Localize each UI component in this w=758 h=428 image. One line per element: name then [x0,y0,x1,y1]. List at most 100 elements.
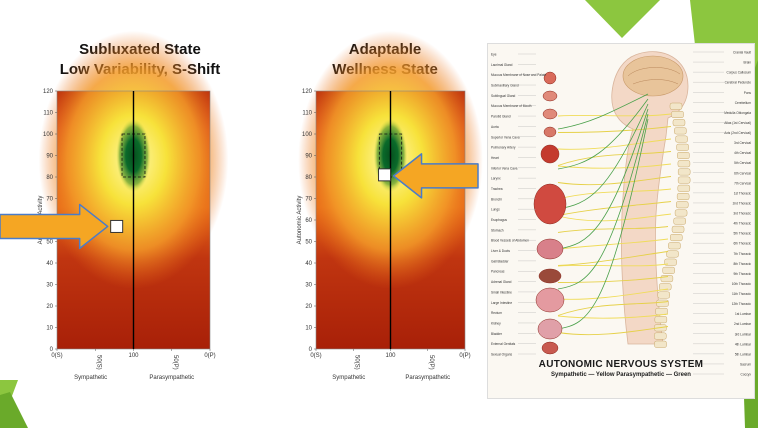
chart-1-xtick-label: 0(P) [204,353,215,359]
poster-right-label: 2nd Lumbar [734,322,752,326]
poster-right-label: 1st Lumbar [735,312,752,316]
poster-right-label: Sacrum [740,362,751,366]
chart-1-ytick-label: 0 [50,347,54,353]
vertebra-icon [658,283,672,291]
poster-illustration: Eye Lacrimal Gland Mucous Membrane of Nose… [491,51,752,377]
chart-2-ytick-label: 10 [305,326,312,332]
parasympathetic-nerve-line [557,103,649,210]
chart-2-xtick-label: 50(P) [428,355,434,370]
brain-folds [627,67,681,85]
chart-2-ylabel: Autonomic Activity [297,196,303,245]
chart-2-ytick-label: 0 [309,347,313,353]
poster-left-label: Sublingual Gland [491,94,516,98]
poster-right-label: 6th Thoracic [734,242,752,246]
sympathetic-nerve-line [557,276,669,283]
chart-1-ytick-label: 120 [43,89,54,95]
vertebra-icon [673,217,686,225]
chart-2-xtick-label: 0(S) [310,353,321,359]
poster-left-label: Inferior Vena Cava [491,166,518,170]
vertebra-icon [677,168,691,176]
chart-2-xtick-label: 0(P) [459,353,470,359]
chart-2-plot: 0 10 20 30 40 50 60 70 80 90 100 110 120 Autonomic Ac… [297,30,483,381]
heart-organ-icon [540,144,560,164]
chart-2-ytick-label: 20 [305,304,312,310]
poster-right-label: 1st Thoracic [734,191,752,195]
poster-left-label: Large Intestine [491,301,512,305]
chart-2-xtick-label: 100 [385,353,396,359]
poster-right-label: 2nd Thoracic [733,201,752,205]
chart-1-ytick-label: 80 [46,175,53,181]
gland-organ-icon [542,90,558,102]
poster-left-label: Larynx [491,177,501,181]
chart-2-pointer-arrow [392,153,479,199]
poster-left-label: Mucous Membrane of Mouth [491,104,532,108]
chart-1-ytick-label: 30 [46,283,53,289]
chart-1-ytick-label: 110 [43,111,53,117]
parasympathetic-nerve-line [557,118,649,330]
chart-2-xtick-label: 50(S) [353,355,359,370]
vertebra-icon [674,127,687,135]
poster-right-label: 7th Thoracic [734,252,752,256]
sympathetic-nerve-line [557,163,672,169]
chart-2-ytick-label: 30 [305,283,312,289]
chart-1-xtick-label: 100 [128,353,139,359]
poster-left-label: Pulmonary Artery [491,146,516,150]
chart-1-state-marker [110,219,124,233]
sympathetic-nerve-line [557,226,669,233]
parasympathetic-nerve-line [557,108,649,250]
poster-right-label: 4th Lumbar [735,342,752,346]
poster-left-label: Pancreas [491,270,505,274]
poster-right-label: 9th Thoracic [734,272,752,276]
chart-1-ytick-label: 40 [46,261,53,267]
vertebra-icon [672,119,686,127]
sympathetic-nerve-line [557,126,672,133]
vertebra-icon [671,225,685,233]
large-intestine-organ-icon [537,318,563,340]
chart-1-xtick-label: 0(S) [51,353,62,359]
poster-left-label: Trachea [491,187,503,191]
poster-right-label: 7th Cervical [734,181,751,185]
vertebra-icon [675,201,689,209]
chart-2-xlabel-parasympathetic: Parasympathetic [405,375,450,381]
poster-right-label: Cerebral Peduncle [725,81,752,85]
sympathetic-nerve-line [557,263,669,267]
poster-right-label: Pons [744,91,752,95]
vertebra-icon [670,234,683,242]
vertebra-icon [677,151,690,159]
poster-left-label: Sexual Organs [491,353,512,357]
poster-left-label: Eye [491,53,497,57]
poster-left-label: Bladder [491,332,503,336]
gland-organ-icon [542,108,558,120]
sympathetic-nerve-line [557,326,669,336]
vertebra-icon [677,184,691,192]
vertebra-icon [671,110,684,118]
poster-left-label: Adrenal Gland [491,280,512,284]
chart-2-ytick-label: 50 [305,240,312,246]
poster-right-label: Cranial Vault [733,51,751,55]
vertebra-icon [655,307,668,315]
stomach-organ-icon [536,238,564,260]
vertebra-icon [654,316,668,324]
sympathetic-nerve-line [557,251,669,266]
poster-left-label: Rectum [491,311,502,315]
chart-1-xlabel-parasympathetic: Parasympathetic [149,375,194,381]
chart-1-ytick-label: 50 [46,240,53,246]
poster-left-label: Liver & Ducts [491,249,510,253]
vertebra-icon [654,340,667,348]
poster-right-label: Coccyx [741,373,752,377]
poster-right-label: 11th Thoracic [732,292,751,296]
liver-organ-icon [538,268,562,284]
vertebra-icon [677,176,691,184]
vertebra-icon [656,299,669,307]
chart-1-pointer-arrow [0,203,109,250]
poster-title: AUTONOMIC NERVOUS SYSTEM [538,359,704,370]
poster-right-label: 5th Cervical [734,161,751,165]
poster-left-label: Kidney [491,321,501,325]
chart-2-ytick-label: 40 [305,261,312,267]
vertebra-icon [677,160,691,168]
vertebra-icon [662,266,675,274]
vertebra-icon [654,332,667,340]
poster-left-label: Gall Bladder [491,259,509,263]
